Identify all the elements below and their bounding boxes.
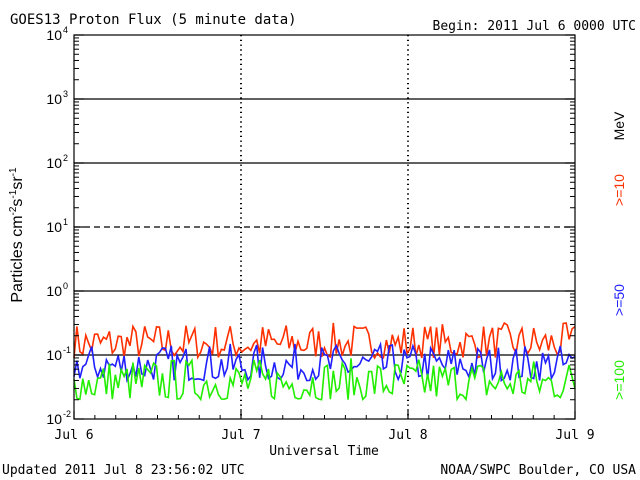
y-tick-label-2: 10 2: [46, 153, 68, 171]
chart-title: GOES13 Proton Flux (5 minute data): [10, 12, 297, 28]
svg-text:-1: -1: [63, 345, 71, 355]
x-tick-label-0: Jul 6: [54, 428, 93, 443]
svg-text:10: 10: [46, 219, 62, 235]
series-line-2: [73, 357, 576, 402]
plot-area: [74, 35, 575, 419]
svg-text:Particles cm-2s-1sr-1: Particles cm-2s-1sr-1: [8, 167, 26, 303]
y-tick-label-3: 10 3: [46, 89, 68, 107]
svg-text:3: 3: [63, 89, 68, 99]
svg-text:2: 2: [63, 153, 68, 163]
svg-text:-2: -2: [63, 409, 71, 419]
plot-frame: [73, 34, 576, 420]
svg-text:10: 10: [46, 27, 62, 43]
svg-text:10: 10: [46, 347, 62, 363]
svg-text:0: 0: [63, 281, 68, 291]
legend-item-1: >=50: [611, 284, 627, 316]
y-tick-label-1: 10 1: [46, 217, 68, 235]
credit-text: NOAA/SWPC Boulder, CO USA: [440, 463, 636, 478]
svg-text:4: 4: [63, 25, 68, 35]
svg-text:1: 1: [63, 217, 68, 227]
series-line-1: [73, 341, 576, 384]
legend-item-2: >=100: [611, 360, 627, 400]
svg-text:10: 10: [46, 411, 62, 427]
y-tick-label--2: 10 -2: [46, 409, 71, 427]
y-axis-label: Particles cm-2s-1sr-1: [8, 167, 26, 303]
x-tick-label-3: Jul 9: [555, 428, 594, 443]
x-tick-label-1: Jul 7: [221, 428, 260, 443]
series-lines: [73, 321, 576, 402]
x-tick-labels: Jul 6 Jul 7 Jul 8 Jul 9: [54, 428, 594, 443]
updated-timestamp: Updated 2011 Jul 8 23:56:02 UTC: [2, 463, 245, 478]
legend: >=10 >=50 >=100 MeV: [611, 111, 627, 400]
svg-text:10: 10: [46, 91, 62, 107]
legend-item-0: >=10: [611, 174, 627, 206]
y-tick-label--1: 10 -1: [46, 345, 71, 363]
x-tick-label-2: Jul 8: [388, 428, 427, 443]
x-axis-label: Universal Time: [269, 444, 379, 459]
y-tick-label-0: 10 0: [46, 281, 68, 299]
svg-text:10: 10: [46, 283, 62, 299]
y-tick-label-4: 10 4: [46, 25, 68, 43]
begin-time: Begin: 2011 Jul 6 0000 UTC: [433, 19, 637, 34]
series-line-0: [73, 321, 576, 360]
legend-unit: MeV: [611, 111, 627, 140]
svg-text:10: 10: [46, 155, 62, 171]
